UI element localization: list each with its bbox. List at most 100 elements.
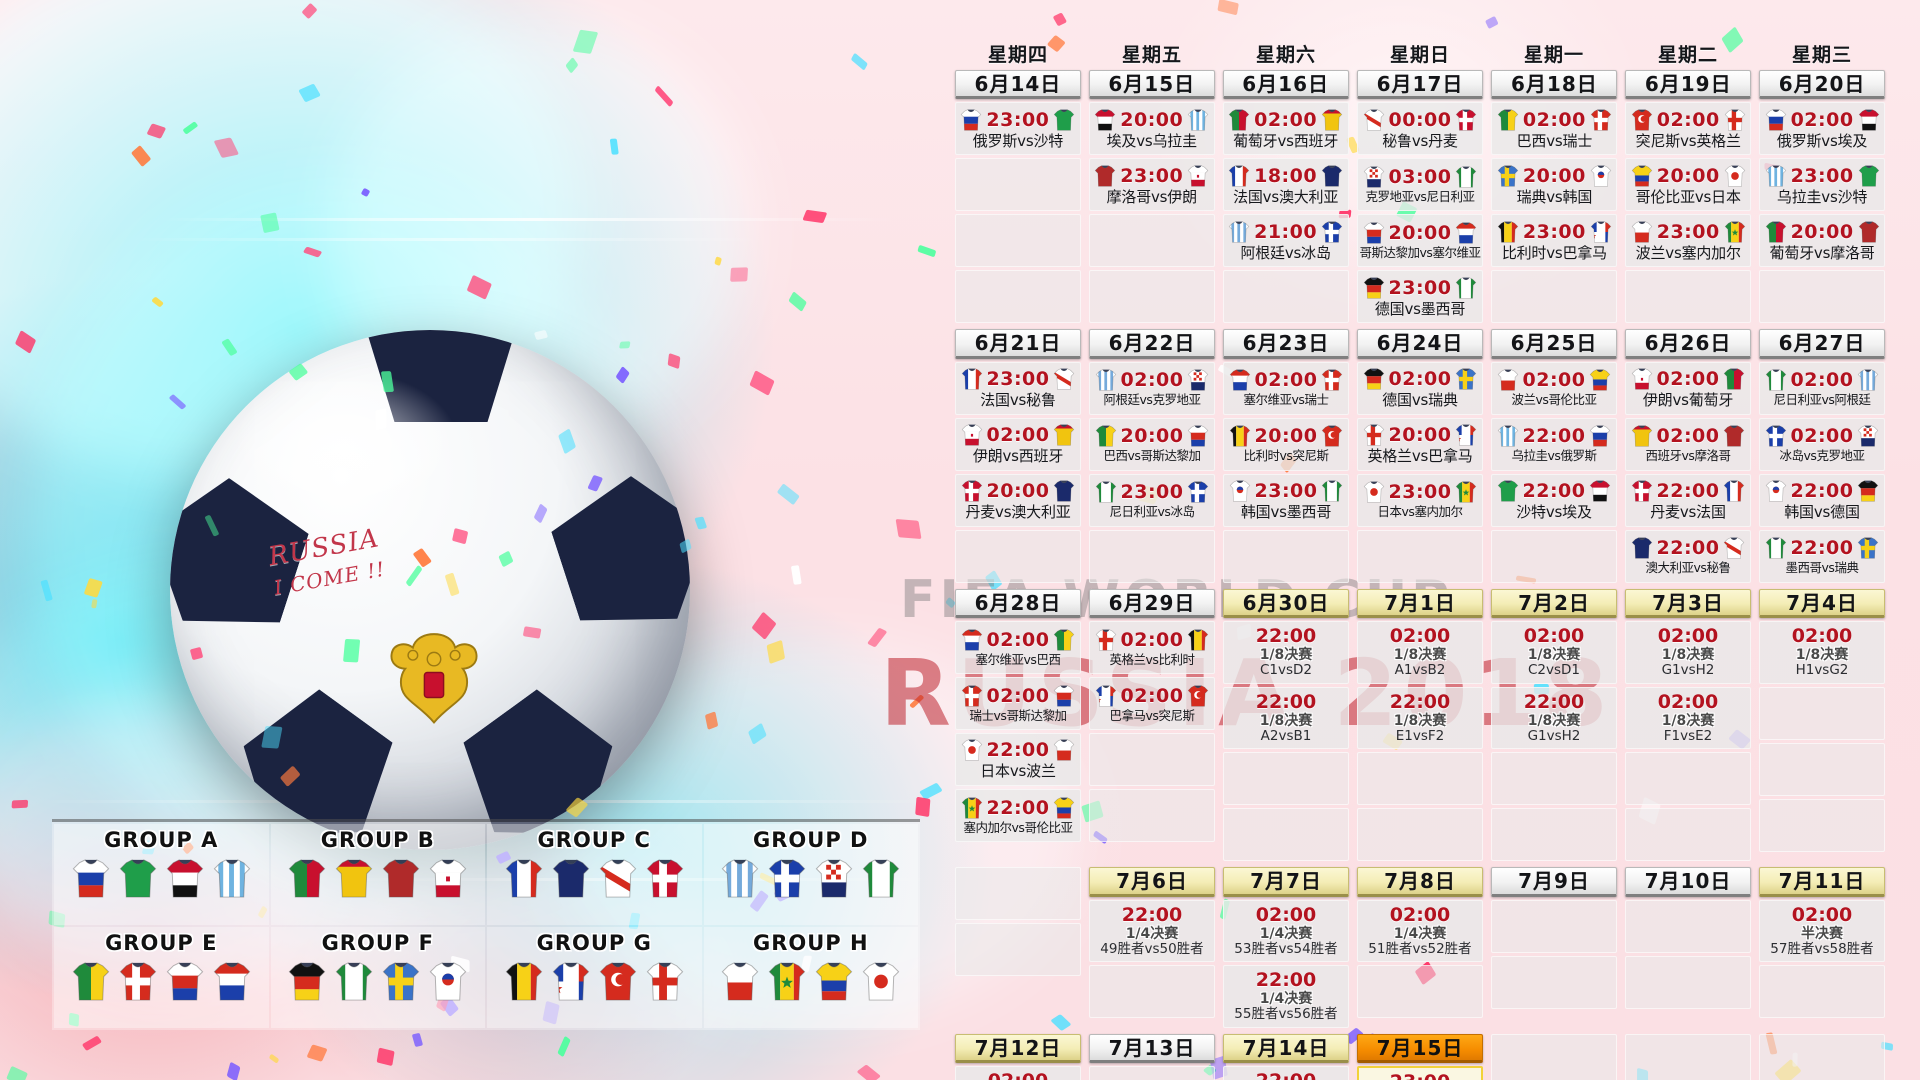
date-label[interactable]: 7月12日 xyxy=(955,1034,1081,1064)
knockout-match-cell[interactable]: 02:00 1/4决赛 51胜者vs52胜者 xyxy=(1357,899,1483,963)
group-match-cell[interactable]: 22:00 澳大利亚vs秘鲁 xyxy=(1625,529,1751,583)
group-card-b[interactable]: GROUP B xyxy=(270,824,485,925)
date-label[interactable]: 6月21日 xyxy=(955,329,1081,359)
group-match-cell[interactable]: 23:00 法国vs秘鲁 xyxy=(955,361,1081,415)
group-match-cell[interactable]: 02:00 伊朗vs西班牙 xyxy=(955,417,1081,471)
group-match-cell[interactable]: 18:00 法国vs澳大利亚 xyxy=(1222,158,1349,212)
group-card-a[interactable]: GROUP A xyxy=(54,824,269,925)
date-label[interactable]: 7月3日 xyxy=(1625,588,1751,619)
group-match-cell[interactable]: 22:00 日本vs波兰 xyxy=(955,733,1081,787)
group-match-cell[interactable]: 02:00 阿根廷vs克罗地亚 xyxy=(1089,361,1215,415)
group-match-cell[interactable]: 23:00 乌拉圭vs沙特 xyxy=(1759,158,1885,212)
group-match-cell[interactable]: 02:00 尼日利亚vs阿根廷 xyxy=(1759,361,1885,415)
group-match-cell[interactable]: 23:00 德国vs墨西哥 xyxy=(1356,270,1484,324)
group-match-cell[interactable]: 23:00 波兰vs塞内加尔 xyxy=(1625,214,1752,268)
group-match-cell[interactable]: 23:00 韩国vs墨西哥 xyxy=(1223,473,1349,527)
date-label[interactable]: 6月14日 xyxy=(955,70,1081,100)
date-label[interactable]: 6月23日 xyxy=(1223,329,1349,359)
knockout-match-cell[interactable]: 22:00 1/8决赛 G1vsH2 xyxy=(1491,686,1617,750)
group-match-cell[interactable]: 02:00 英格兰vs比利时 xyxy=(1089,621,1215,675)
knockout-match-cell[interactable]: 02:00 1/8决赛 A1vsB2 xyxy=(1357,621,1483,684)
group-match-cell[interactable]: 02:00 塞尔维亚vs瑞士 xyxy=(1223,361,1349,415)
date-label[interactable]: 6月20日 xyxy=(1759,70,1885,100)
group-match-cell[interactable]: 02:00 俄罗斯vs埃及 xyxy=(1759,102,1885,156)
final-match-cell[interactable]: 23:00 决 赛 xyxy=(1357,1066,1483,1080)
group-match-cell[interactable]: 22:00 塞内加尔vs哥伦比亚 xyxy=(955,789,1081,843)
date-label[interactable]: 7月2日 xyxy=(1491,588,1617,619)
group-match-cell[interactable]: 02:00 瑞士vs哥斯达黎加 xyxy=(955,677,1081,731)
date-label[interactable]: 7月15日 xyxy=(1357,1034,1483,1064)
knockout-match-cell[interactable]: 22:00 三四名决赛 61负者vs62负者 xyxy=(1223,1066,1349,1080)
group-match-cell[interactable]: 22:00 沙特vs埃及 xyxy=(1491,473,1617,527)
date-label[interactable]: 7月8日 xyxy=(1357,867,1483,897)
group-match-cell[interactable]: 02:00 葡萄牙vs西班牙 xyxy=(1222,102,1349,156)
group-match-cell[interactable]: 22:00 韩国vs德国 xyxy=(1759,473,1885,527)
knockout-match-cell[interactable]: 22:00 1/4决赛 49胜者vs50胜者 xyxy=(1089,899,1215,963)
knockout-match-cell[interactable]: 02:00 1/8决赛 F1vsE2 xyxy=(1625,686,1751,750)
date-label[interactable]: 6月24日 xyxy=(1357,329,1483,359)
date-label[interactable]: 6月30日 xyxy=(1223,588,1349,619)
group-match-cell[interactable]: 23:00 摩洛哥vs伊朗 xyxy=(1088,158,1215,212)
group-match-cell[interactable]: 03:00 克罗地亚vs尼日利亚 xyxy=(1356,158,1484,212)
group-match-cell[interactable]: 02:00 波兰vs哥伦比亚 xyxy=(1491,361,1617,415)
knockout-match-cell[interactable]: 22:00 1/4决赛 55胜者vs56胜者 xyxy=(1223,965,1349,1028)
date-label[interactable]: 7月1日 xyxy=(1357,588,1483,619)
knockout-match-cell[interactable]: 02:00 1/4决赛 53胜者vs54胜者 xyxy=(1223,899,1349,963)
group-match-cell[interactable]: 20:00 巴西vs哥斯达黎加 xyxy=(1089,417,1215,471)
date-label[interactable]: 7月13日 xyxy=(1089,1034,1215,1064)
group-match-cell[interactable]: 02:00 冰岛vs克罗地亚 xyxy=(1759,417,1885,471)
knockout-match-cell[interactable]: 02:00 半决赛 59胜者vs60胜者 xyxy=(955,1066,1081,1080)
group-match-cell[interactable]: 22:00 乌拉圭vs俄罗斯 xyxy=(1491,417,1617,471)
group-match-cell[interactable]: 20:00 哥伦比亚vs日本 xyxy=(1625,158,1752,212)
group-match-cell[interactable]: 00:00 秘鲁vs丹麦 xyxy=(1356,102,1484,156)
knockout-match-cell[interactable]: 22:00 1/8决赛 A2vsB1 xyxy=(1223,686,1349,750)
date-label[interactable]: 6月22日 xyxy=(1089,329,1215,359)
group-card-h[interactable]: GROUP H xyxy=(703,927,918,1028)
group-match-cell[interactable]: 02:00 西班牙vs摩洛哥 xyxy=(1625,417,1751,471)
date-label[interactable]: 6月27日 xyxy=(1759,329,1885,359)
group-card-d[interactable]: GROUP D xyxy=(703,824,918,925)
date-label[interactable]: 7月11日 xyxy=(1759,867,1885,897)
group-match-cell[interactable]: 23:00 比利时vs巴拿马 xyxy=(1491,214,1618,268)
group-match-cell[interactable]: 21:00 阿根廷vs冰岛 xyxy=(1222,214,1349,268)
group-match-cell[interactable]: 20:00 埃及vs乌拉圭 xyxy=(1088,102,1215,156)
date-label[interactable]: 7月6日 xyxy=(1089,867,1215,897)
group-card-g[interactable]: GROUP G xyxy=(487,927,702,1028)
date-label[interactable]: 7月14日 xyxy=(1223,1034,1349,1064)
date-label[interactable]: 6月17日 xyxy=(1356,70,1484,100)
group-match-cell[interactable]: 02:00 巴拿马vs突尼斯 xyxy=(1089,677,1215,731)
knockout-match-cell[interactable]: 02:00 1/8决赛 G1vsH2 xyxy=(1625,621,1751,684)
group-match-cell[interactable]: 02:00 巴西vs瑞士 xyxy=(1491,102,1618,156)
group-match-cell[interactable]: 22:00 丹麦vs法国 xyxy=(1625,473,1751,527)
date-label[interactable]: 6月18日 xyxy=(1491,70,1618,100)
date-label[interactable]: 7月7日 xyxy=(1223,867,1349,897)
group-match-cell[interactable]: 20:00 英格兰vs巴拿马 xyxy=(1357,417,1483,471)
group-match-cell[interactable]: 20:00 丹麦vs澳大利亚 xyxy=(955,473,1081,527)
group-card-f[interactable]: GROUP F xyxy=(270,927,485,1028)
group-match-cell[interactable]: 22:00 墨西哥vs瑞典 xyxy=(1759,529,1885,583)
date-label[interactable]: 6月15日 xyxy=(1088,70,1215,100)
group-card-e[interactable]: GROUP E xyxy=(54,927,269,1028)
knockout-match-cell[interactable]: 02:00 半决赛 57胜者vs58胜者 xyxy=(1759,899,1885,963)
knockout-match-cell[interactable]: 22:00 1/8决赛 C1vsD2 xyxy=(1223,621,1349,684)
date-label[interactable]: 6月25日 xyxy=(1491,329,1617,359)
group-card-c[interactable]: GROUP C xyxy=(487,824,702,925)
group-match-cell[interactable]: 02:00 伊朗vs葡萄牙 xyxy=(1625,361,1751,415)
group-match-cell[interactable]: 23:00 尼日利亚vs冰岛 xyxy=(1089,473,1215,527)
group-match-cell[interactable]: 02:00 突尼斯vs英格兰 xyxy=(1625,102,1752,156)
group-match-cell[interactable]: 23:00 日本vs塞内加尔 xyxy=(1357,473,1483,527)
group-match-cell[interactable]: 23:00 俄罗斯vs沙特 xyxy=(955,102,1081,156)
date-label[interactable]: 7月4日 xyxy=(1759,588,1885,619)
date-label[interactable]: 6月16日 xyxy=(1222,70,1349,100)
group-match-cell[interactable]: 02:00 塞尔维亚vs巴西 xyxy=(955,621,1081,675)
group-match-cell[interactable]: 20:00 葡萄牙vs摩洛哥 xyxy=(1759,214,1885,268)
knockout-match-cell[interactable]: 02:00 1/8决赛 H1vsG2 xyxy=(1759,621,1885,684)
knockout-match-cell[interactable]: 02:00 1/8决赛 C2vsD1 xyxy=(1491,621,1617,684)
date-label[interactable]: 6月28日 xyxy=(955,588,1081,619)
group-match-cell[interactable]: 20:00 哥斯达黎加vs塞尔维亚 xyxy=(1356,214,1484,268)
knockout-match-cell[interactable]: 22:00 1/8决赛 E1vsF2 xyxy=(1357,686,1483,750)
group-match-cell[interactable]: 20:00 比利时vs突尼斯 xyxy=(1223,417,1349,471)
group-match-cell[interactable]: 02:00 德国vs瑞典 xyxy=(1357,361,1483,415)
date-label[interactable]: 6月19日 xyxy=(1625,70,1752,100)
group-match-cell[interactable]: 20:00 瑞典vs韩国 xyxy=(1491,158,1618,212)
